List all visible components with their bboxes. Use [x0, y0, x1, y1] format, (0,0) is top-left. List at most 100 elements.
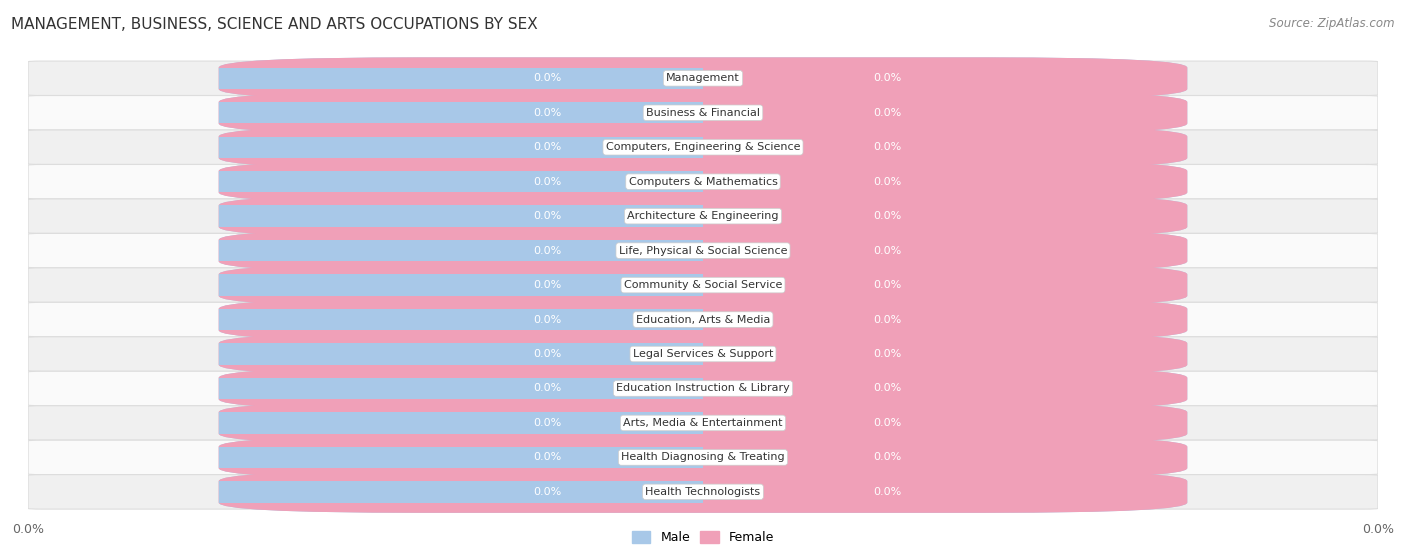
FancyBboxPatch shape	[219, 378, 703, 399]
FancyBboxPatch shape	[703, 171, 1187, 192]
FancyBboxPatch shape	[703, 447, 1187, 468]
FancyBboxPatch shape	[28, 371, 1378, 406]
Text: 0.0%: 0.0%	[873, 142, 901, 152]
FancyBboxPatch shape	[28, 96, 1378, 130]
FancyBboxPatch shape	[703, 343, 1187, 364]
FancyBboxPatch shape	[219, 136, 703, 158]
Text: Life, Physical & Social Science: Life, Physical & Social Science	[619, 245, 787, 255]
Legend: Male, Female: Male, Female	[627, 526, 779, 549]
FancyBboxPatch shape	[219, 195, 1187, 237]
FancyBboxPatch shape	[703, 274, 1187, 296]
FancyBboxPatch shape	[219, 161, 1187, 202]
Text: 0.0%: 0.0%	[873, 487, 901, 497]
FancyBboxPatch shape	[28, 440, 1378, 475]
FancyBboxPatch shape	[703, 136, 1187, 158]
Text: Computers, Engineering & Science: Computers, Engineering & Science	[606, 142, 800, 152]
Text: MANAGEMENT, BUSINESS, SCIENCE AND ARTS OCCUPATIONS BY SEX: MANAGEMENT, BUSINESS, SCIENCE AND ARTS O…	[11, 17, 538, 32]
FancyBboxPatch shape	[703, 309, 1187, 330]
Text: 0.0%: 0.0%	[873, 383, 901, 394]
FancyBboxPatch shape	[219, 92, 1187, 134]
FancyBboxPatch shape	[219, 274, 703, 296]
FancyBboxPatch shape	[219, 368, 1187, 409]
FancyBboxPatch shape	[219, 471, 1187, 513]
Text: Community & Social Service: Community & Social Service	[624, 280, 782, 290]
Text: 0.0%: 0.0%	[533, 418, 561, 428]
Text: 0.0%: 0.0%	[533, 108, 561, 118]
Text: 0.0%: 0.0%	[533, 452, 561, 462]
FancyBboxPatch shape	[28, 475, 1378, 509]
FancyBboxPatch shape	[219, 126, 1187, 168]
FancyBboxPatch shape	[219, 206, 703, 227]
FancyBboxPatch shape	[703, 413, 1187, 434]
FancyBboxPatch shape	[703, 240, 1187, 261]
FancyBboxPatch shape	[219, 92, 1187, 134]
FancyBboxPatch shape	[28, 302, 1378, 337]
FancyBboxPatch shape	[219, 481, 703, 503]
Text: 0.0%: 0.0%	[873, 280, 901, 290]
FancyBboxPatch shape	[219, 343, 703, 364]
FancyBboxPatch shape	[219, 368, 1187, 409]
Text: 0.0%: 0.0%	[873, 245, 901, 255]
Text: 0.0%: 0.0%	[533, 245, 561, 255]
FancyBboxPatch shape	[703, 378, 1187, 399]
Text: Business & Financial: Business & Financial	[645, 108, 761, 118]
Text: Health Technologists: Health Technologists	[645, 487, 761, 497]
Text: 0.0%: 0.0%	[873, 211, 901, 221]
Text: Legal Services & Support: Legal Services & Support	[633, 349, 773, 359]
Text: 0.0%: 0.0%	[873, 73, 901, 83]
FancyBboxPatch shape	[219, 264, 1187, 306]
FancyBboxPatch shape	[219, 299, 1187, 340]
FancyBboxPatch shape	[703, 481, 1187, 503]
FancyBboxPatch shape	[219, 437, 1187, 479]
FancyBboxPatch shape	[219, 171, 703, 192]
Text: 0.0%: 0.0%	[873, 315, 901, 325]
Text: 0.0%: 0.0%	[533, 349, 561, 359]
FancyBboxPatch shape	[28, 199, 1378, 234]
Text: 0.0%: 0.0%	[873, 418, 901, 428]
FancyBboxPatch shape	[219, 413, 703, 434]
FancyBboxPatch shape	[219, 333, 1187, 375]
FancyBboxPatch shape	[219, 58, 1187, 100]
FancyBboxPatch shape	[219, 58, 1187, 100]
Text: 0.0%: 0.0%	[873, 177, 901, 187]
Text: Source: ZipAtlas.com: Source: ZipAtlas.com	[1270, 17, 1395, 30]
FancyBboxPatch shape	[219, 309, 703, 330]
FancyBboxPatch shape	[28, 164, 1378, 199]
FancyBboxPatch shape	[219, 230, 1187, 272]
Text: Education, Arts & Media: Education, Arts & Media	[636, 315, 770, 325]
FancyBboxPatch shape	[219, 333, 1187, 375]
FancyBboxPatch shape	[703, 68, 1187, 89]
FancyBboxPatch shape	[219, 437, 1187, 479]
FancyBboxPatch shape	[28, 337, 1378, 371]
Text: Management: Management	[666, 73, 740, 83]
FancyBboxPatch shape	[219, 102, 703, 124]
Text: Computers & Mathematics: Computers & Mathematics	[628, 177, 778, 187]
Text: 0.0%: 0.0%	[873, 452, 901, 462]
Text: Architecture & Engineering: Architecture & Engineering	[627, 211, 779, 221]
Text: 0.0%: 0.0%	[533, 487, 561, 497]
FancyBboxPatch shape	[219, 447, 703, 468]
FancyBboxPatch shape	[219, 68, 703, 89]
Text: 0.0%: 0.0%	[533, 315, 561, 325]
Text: 0.0%: 0.0%	[533, 142, 561, 152]
FancyBboxPatch shape	[219, 230, 1187, 272]
FancyBboxPatch shape	[219, 402, 1187, 444]
FancyBboxPatch shape	[219, 161, 1187, 202]
FancyBboxPatch shape	[219, 264, 1187, 306]
FancyBboxPatch shape	[219, 299, 1187, 340]
Text: Arts, Media & Entertainment: Arts, Media & Entertainment	[623, 418, 783, 428]
FancyBboxPatch shape	[219, 471, 1187, 513]
FancyBboxPatch shape	[703, 206, 1187, 227]
Text: Health Diagnosing & Treating: Health Diagnosing & Treating	[621, 452, 785, 462]
FancyBboxPatch shape	[219, 240, 703, 261]
FancyBboxPatch shape	[219, 126, 1187, 168]
FancyBboxPatch shape	[219, 402, 1187, 444]
FancyBboxPatch shape	[28, 61, 1378, 96]
Text: 0.0%: 0.0%	[533, 177, 561, 187]
Text: 0.0%: 0.0%	[533, 383, 561, 394]
Text: 0.0%: 0.0%	[873, 349, 901, 359]
Text: 0.0%: 0.0%	[533, 73, 561, 83]
FancyBboxPatch shape	[28, 268, 1378, 302]
FancyBboxPatch shape	[28, 406, 1378, 440]
Text: Education Instruction & Library: Education Instruction & Library	[616, 383, 790, 394]
